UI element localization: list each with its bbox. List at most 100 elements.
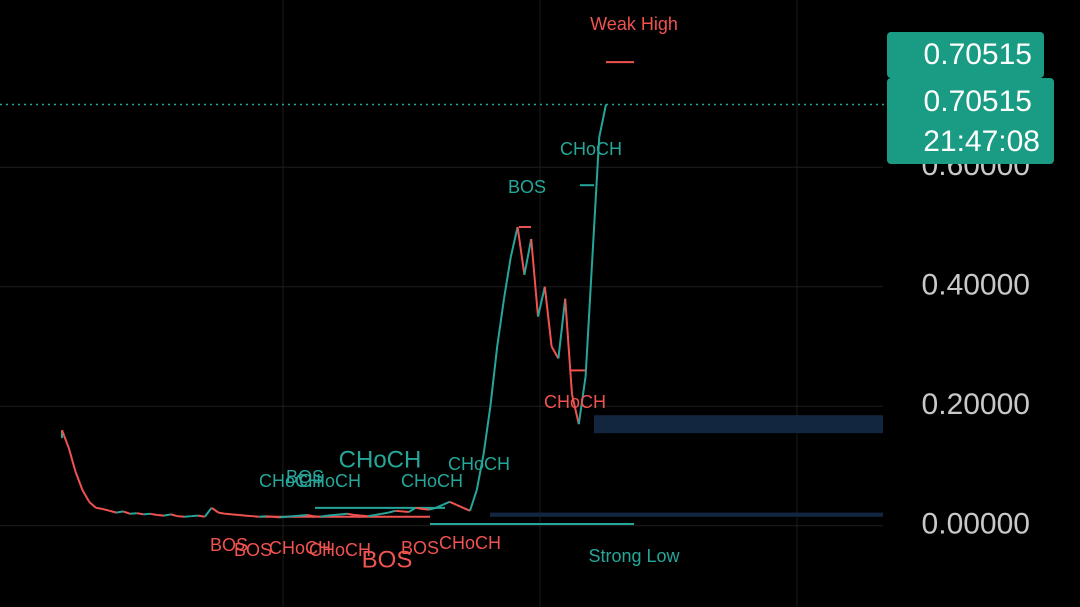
structure-label: CHoCH (560, 139, 622, 159)
price-segment (449, 500, 457, 506)
structure-label: CHoCH (448, 454, 510, 474)
price-badge (887, 32, 1044, 78)
price-segment (163, 513, 171, 517)
y-tick-label: 0.20000 (922, 388, 1030, 421)
structure-label: BOS (234, 540, 272, 560)
grid (0, 166, 883, 527)
price-segment (61, 429, 70, 449)
structure-label: CHoCH (339, 446, 422, 473)
price-badge-label: 0.70515 (924, 85, 1032, 118)
price-segment (245, 514, 253, 518)
price-segment (361, 514, 369, 518)
structure-label: CHoCH (439, 533, 501, 553)
price-segment (598, 104, 607, 138)
price-series (61, 104, 607, 519)
price-segment (415, 506, 423, 511)
zones (490, 415, 883, 517)
price-segment (95, 506, 103, 511)
price-segment (516, 226, 526, 275)
price-segment (231, 513, 239, 516)
price-segment (116, 510, 124, 514)
price-segment (401, 510, 409, 514)
price-segment (455, 503, 464, 509)
price-segment (238, 513, 246, 517)
order-block (594, 415, 883, 434)
price-segment (503, 256, 512, 299)
price-segment (422, 508, 430, 511)
price-badge (887, 78, 1054, 164)
price-segment (313, 515, 321, 518)
price-segment (577, 376, 587, 425)
price-segment (272, 515, 280, 519)
order-block (490, 512, 883, 517)
price-segment (259, 515, 267, 518)
price-segment (347, 512, 355, 516)
price-segment (74, 471, 84, 491)
price-segment (143, 512, 151, 516)
price-segment (204, 507, 213, 518)
structure-label: CHoCH (401, 471, 463, 491)
price-segment (333, 513, 341, 516)
price-segment (584, 256, 594, 377)
price-segment (496, 298, 505, 347)
price-segment (442, 500, 451, 506)
price-segment (81, 489, 91, 503)
countdown-label: 21:47:08 (923, 125, 1040, 158)
price-segment (184, 515, 192, 518)
price-segment (530, 238, 539, 317)
structure-label: Strong Low (588, 546, 680, 566)
price-segment (150, 512, 158, 516)
price-segment (571, 394, 580, 425)
structure-label: BOS (508, 177, 546, 197)
price-segment (537, 286, 546, 317)
structure-label: CHoCH (544, 392, 606, 412)
price-segment (557, 298, 567, 359)
price-segment (102, 508, 110, 512)
structure-label: CHoCH (299, 471, 361, 491)
price-segment (550, 346, 560, 359)
price-segment (157, 513, 165, 517)
price-segment (374, 512, 382, 516)
price-segment (293, 514, 301, 518)
price-segment (129, 512, 137, 515)
price-segment (408, 506, 417, 513)
price-segment (211, 507, 219, 514)
price-segment (564, 298, 573, 395)
y-tick-label: 0.00000 (922, 508, 1030, 541)
price-segment (67, 447, 77, 473)
price-segment (428, 506, 437, 511)
price-segment (462, 506, 471, 512)
price-segment (367, 514, 375, 518)
price-segment (340, 512, 348, 516)
price-badge-label: 0.70515 (924, 38, 1032, 71)
price-segment (388, 509, 396, 514)
price-segment (225, 512, 233, 516)
price-segment (475, 453, 485, 491)
structure-label: CHoCH (259, 471, 321, 491)
y-tick-label: 0.40000 (922, 269, 1030, 302)
price-segment (381, 511, 389, 515)
structure-label: Weak High (590, 14, 678, 34)
price-segment (591, 137, 601, 257)
price-segment (469, 489, 478, 512)
price-segment (218, 511, 226, 515)
price-segment (122, 510, 131, 515)
price-segment (482, 406, 492, 455)
structure-label: BOS (401, 538, 439, 558)
price-segment (489, 346, 499, 407)
price-segment (286, 515, 294, 518)
price-segment (543, 286, 553, 347)
price-segment (191, 514, 199, 518)
price-segment (435, 503, 444, 509)
price-segment (523, 238, 533, 276)
price-segment (170, 513, 178, 518)
price-segment (327, 513, 335, 517)
price-segment (136, 512, 144, 516)
structure-label: BOS (210, 535, 248, 555)
structure-label: CHoCH (269, 538, 331, 558)
price-segment (306, 514, 314, 518)
price-segment (177, 515, 185, 518)
price-segment (320, 514, 328, 518)
